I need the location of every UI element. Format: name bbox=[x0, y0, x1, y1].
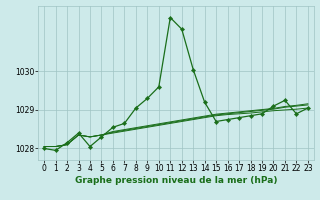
X-axis label: Graphe pression niveau de la mer (hPa): Graphe pression niveau de la mer (hPa) bbox=[75, 176, 277, 185]
